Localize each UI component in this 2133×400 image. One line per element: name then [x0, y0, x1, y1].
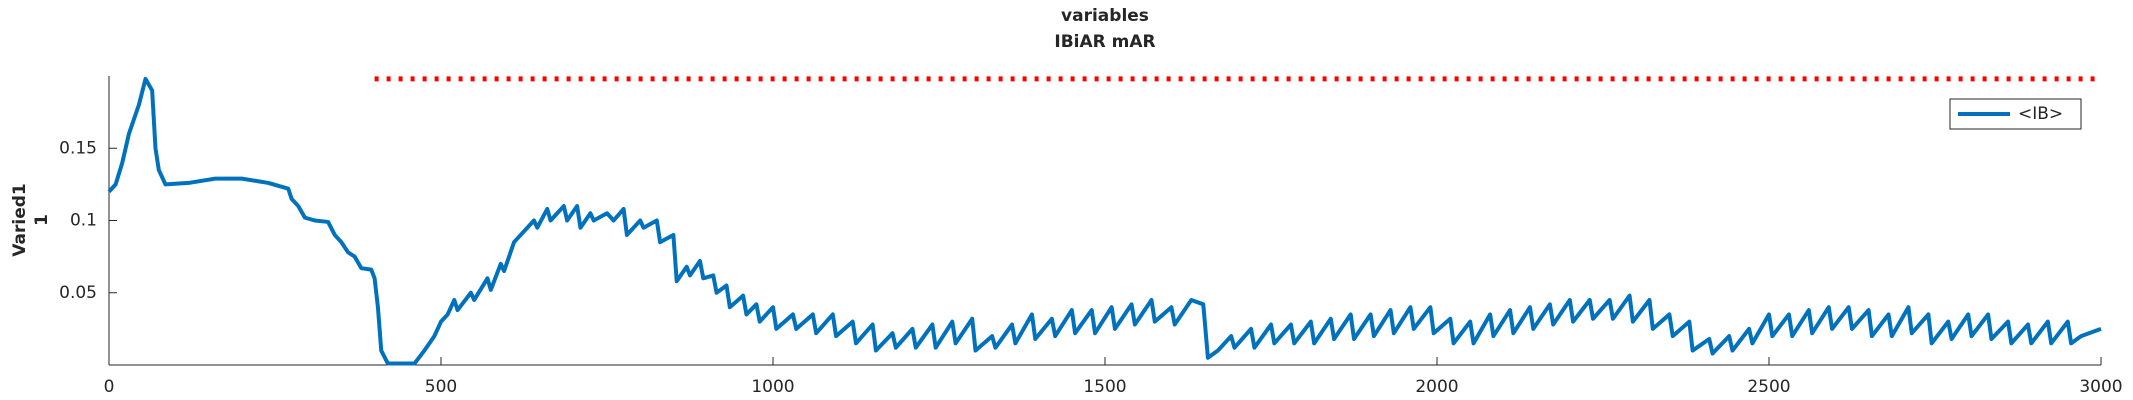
y-tick-label: 0.1	[70, 211, 97, 231]
x-tick-label: 1500	[1083, 377, 1126, 397]
y-tick-label: 0.15	[59, 138, 97, 158]
y-tick-label: 0.05	[59, 283, 97, 303]
data-line	[107, 76, 2102, 366]
chart-title: variables	[1061, 6, 1149, 26]
y-label-line: 1	[32, 214, 52, 226]
x-tick-label: 2500	[1747, 377, 1790, 397]
y-label-line: Varied1	[10, 183, 30, 256]
x-tick-label: 1000	[751, 377, 794, 397]
chart-subtitle: IBiAR mAR	[1054, 32, 1155, 52]
x-tick-label: 500	[425, 377, 457, 397]
y-axis-label: Varied1 1	[10, 183, 52, 256]
legend-label: <IB>	[2018, 104, 2063, 124]
x-tick-label: 0	[104, 377, 115, 397]
x-tick-label: 2000	[1415, 377, 1458, 397]
x-tick-label: 3000	[2079, 377, 2122, 397]
